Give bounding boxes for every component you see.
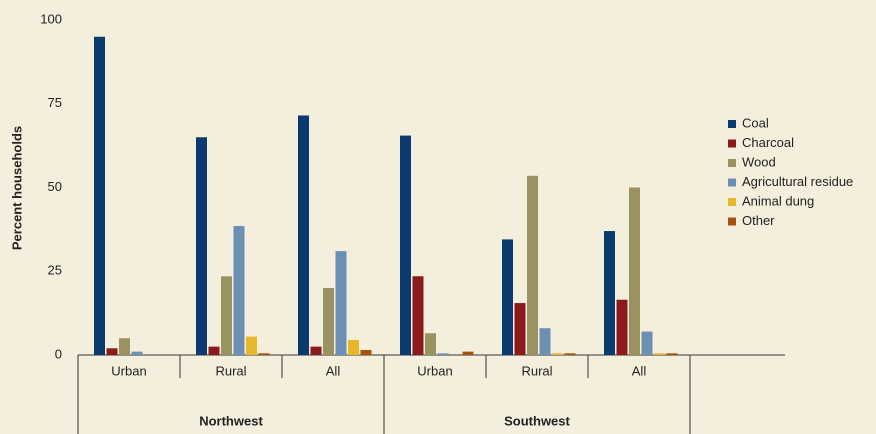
legend-label: Coal — [742, 115, 769, 130]
bar — [246, 336, 257, 355]
bar — [119, 338, 130, 355]
bar — [94, 36, 105, 355]
y-tick-label: 100 — [40, 11, 62, 26]
y-tick-label: 0 — [55, 346, 62, 361]
bar — [641, 331, 653, 355]
y-tick-label: 25 — [48, 263, 62, 278]
legend-swatch — [728, 139, 736, 148]
legend-swatch — [728, 217, 736, 226]
bar — [437, 353, 449, 355]
bar — [629, 187, 640, 355]
bar — [400, 135, 411, 355]
bar — [539, 328, 551, 355]
x-tick-label: Urban — [417, 363, 452, 378]
bar — [196, 137, 207, 355]
legend-label: Animal dung — [742, 193, 814, 208]
legend-label: Wood — [742, 154, 776, 169]
legend-swatch — [728, 178, 736, 187]
legend-label: Other — [742, 213, 775, 228]
legend-label: Agricultural residue — [742, 174, 853, 189]
bar — [233, 226, 245, 355]
legend-swatch — [728, 159, 736, 167]
bar — [564, 353, 576, 355]
bar — [654, 353, 665, 355]
bar — [310, 346, 322, 355]
x-tick-label: All — [326, 363, 341, 378]
bar — [666, 353, 678, 355]
bar — [527, 175, 538, 355]
y-tick-label: 50 — [48, 179, 62, 194]
bar — [616, 299, 628, 355]
x-tick-label: Urban — [111, 363, 146, 378]
bar — [348, 339, 359, 355]
bar — [106, 348, 118, 355]
x-tick-label: Rural — [215, 363, 246, 378]
bar — [335, 251, 347, 355]
x-tick-label: All — [632, 363, 647, 378]
bar — [604, 231, 615, 355]
bar — [131, 351, 143, 355]
group-label: Southwest — [504, 413, 570, 428]
bar — [208, 346, 220, 355]
legend-swatch — [728, 120, 736, 128]
group-label: Northwest — [199, 413, 263, 428]
bar — [514, 303, 526, 355]
bar — [221, 276, 232, 355]
x-tick-label: Rural — [521, 363, 552, 378]
bar — [298, 115, 309, 355]
y-tick-label: 75 — [48, 95, 62, 110]
bar — [552, 353, 563, 355]
bar — [425, 333, 436, 355]
bar — [360, 349, 372, 355]
bar — [323, 288, 334, 355]
legend-label: Charcoal — [742, 135, 794, 150]
y-axis-label: Percent households — [9, 126, 24, 250]
bar — [258, 353, 270, 355]
bar — [502, 239, 513, 355]
legend-swatch — [728, 198, 736, 206]
bar — [462, 351, 474, 355]
bar — [412, 276, 424, 355]
